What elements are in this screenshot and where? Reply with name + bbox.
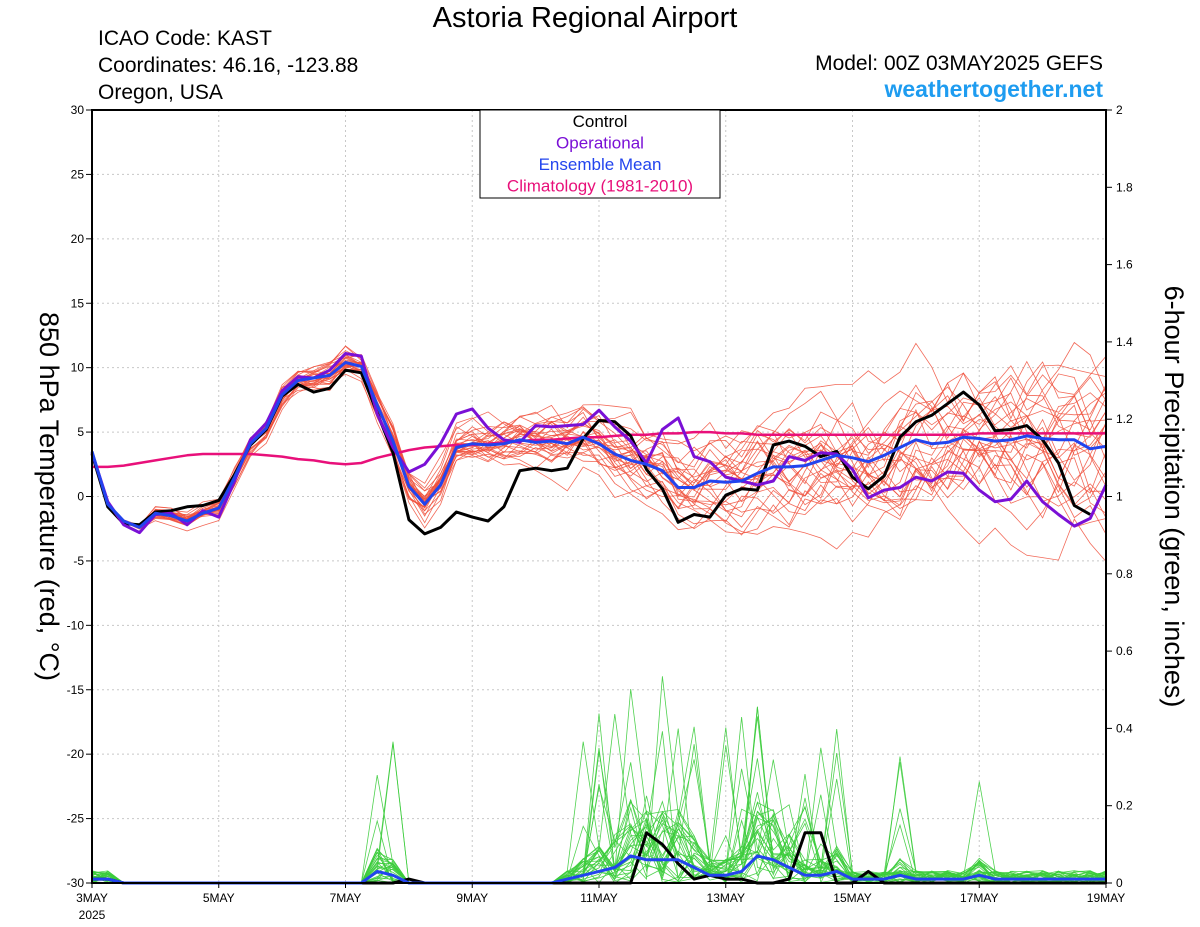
right-tick-label: 2 (1116, 103, 1123, 117)
legend-entry-operational: Operational (556, 134, 644, 153)
x-tick-label: 11MAY (580, 891, 618, 905)
right-axis-title: 6-hour Precipitation (green, inches) (1159, 286, 1189, 708)
legend-entry-climatology: Climatology (1981-2010) (507, 177, 693, 196)
x-tick-label: 5MAY (203, 891, 235, 905)
left-tick-label: -30 (67, 876, 85, 890)
right-axis-ticks: 2 1.8 1.6 1.4 1.2 1 0.8 0.6 0.4 0.2 0 (1106, 103, 1133, 890)
chart-legend: Control Operational Ensemble Mean Climat… (479, 109, 721, 199)
left-tick-label: 15 (71, 296, 85, 310)
x-tick-label: 13MAY (707, 891, 745, 905)
left-tick-label: 10 (71, 361, 85, 375)
ensemble-temperature-member-line (91, 368, 1107, 529)
right-tick-label: 1.8 (1116, 180, 1133, 194)
right-tick-label: 0 (1116, 876, 1123, 890)
x-tick-label: 17MAY (960, 891, 998, 905)
ensemble-precipitation-member-line (91, 713, 1107, 884)
right-tick-label: 0.6 (1116, 644, 1133, 658)
ensemble-temperature-member-line (91, 360, 1107, 562)
region-label: Oregon, USA (98, 81, 223, 104)
x-tick-label: 9MAY (456, 891, 488, 905)
right-tick-label: 1.6 (1116, 258, 1133, 272)
left-axis-title: 850 hPa Temperature (red, °C) (34, 312, 64, 681)
left-tick-label: 20 (71, 232, 85, 246)
legend-box (479, 109, 721, 199)
coordinates-label: Coordinates: 46.16, -123.88 (98, 54, 359, 77)
left-axis-ticks: 30 25 20 15 10 5 0 -5 -10 -15 -20 -25 -30 (67, 103, 92, 890)
model-run-label: Model: 00Z 03MAY2025 GEFS (815, 52, 1103, 75)
left-tick-label: -15 (67, 683, 85, 697)
right-tick-label: 0.2 (1116, 799, 1133, 813)
ensemble-precipitation-member-line (91, 688, 1107, 884)
x-tick-label: 7MAY (330, 891, 362, 905)
precip-ensemble-mean-line (92, 854, 1106, 885)
x-tick-sublabel: 2025 (79, 908, 106, 922)
left-tick-label: 25 (71, 167, 85, 181)
ensemble-temperature-member-line (91, 350, 1107, 550)
x-axis-ticks: 3MAY 2025 5MAY 7MAY 9MAY 11MAY 13MAY 15MAY 17MAY… (76, 883, 1125, 922)
left-tick-label: -10 (67, 618, 85, 632)
right-tick-label: 1.4 (1116, 335, 1133, 349)
ensemble-temperature-member-line (91, 369, 1107, 528)
right-tick-label: 1 (1116, 490, 1123, 504)
x-tick-label: 15MAY (833, 891, 871, 905)
left-tick-label: 30 (71, 103, 85, 117)
left-tick-label: -20 (67, 747, 85, 761)
icao-code-label: ICAO Code: KAST (98, 27, 272, 50)
temp-climatology-1981-2010-line (92, 430, 1106, 469)
left-tick-label: 5 (77, 425, 84, 439)
right-tick-label: 1.2 (1116, 412, 1133, 426)
left-tick-label: -5 (73, 554, 84, 568)
site-link[interactable]: weathertogether.net (884, 76, 1103, 102)
legend-entry-ensemble-mean: Ensemble Mean (539, 155, 662, 174)
right-tick-label: 0.4 (1116, 721, 1133, 735)
x-tick-label: 3MAY (76, 891, 108, 905)
ensemble-temperature-member-line (91, 368, 1107, 531)
x-tick-label: 19MAY (1087, 891, 1125, 905)
temp-ensemble-mean-line (90, 361, 1107, 529)
left-tick-label: -25 (67, 812, 85, 826)
temp-operational-line (90, 352, 1108, 535)
grid-lines (91, 109, 1107, 884)
left-tick-label: 0 (77, 490, 84, 504)
right-tick-label: 0.8 (1116, 567, 1133, 581)
page-title: Astoria Regional Airport (432, 2, 738, 34)
legend-entry-control: Control (573, 112, 628, 131)
